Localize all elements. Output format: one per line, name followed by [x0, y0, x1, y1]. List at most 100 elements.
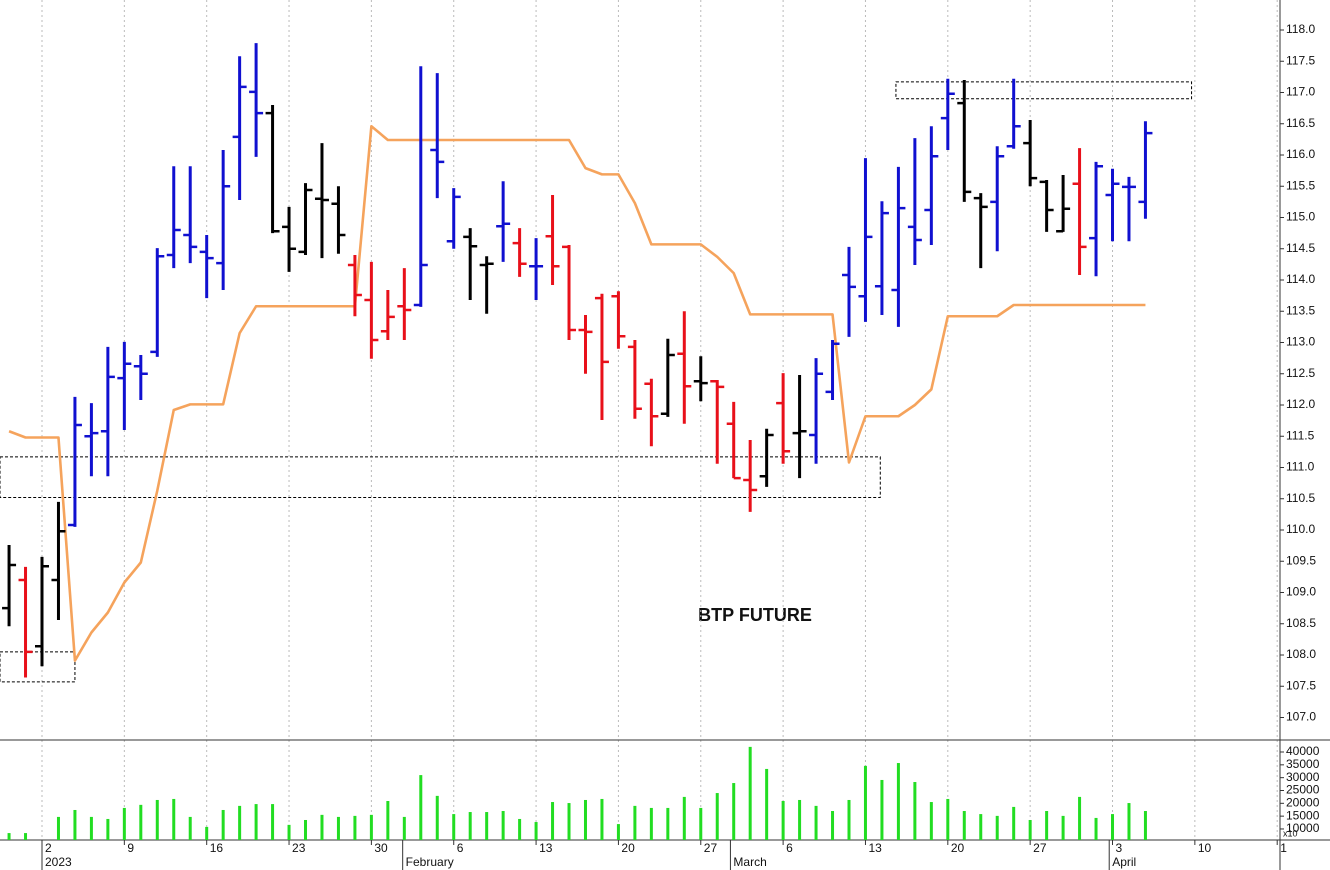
volume-bar: [304, 819, 308, 840]
volume-bar: [172, 798, 176, 840]
volume-bar: [205, 826, 209, 840]
x-tick-label: 30: [374, 841, 388, 855]
volume-bar: [518, 818, 522, 840]
volume-bar: [106, 818, 110, 840]
x-tick-label: 9: [127, 841, 134, 855]
y-tick-label: 109.0: [1286, 585, 1316, 599]
volume-bar: [732, 783, 736, 840]
volume-bar: [402, 816, 406, 840]
volume-bar: [501, 811, 505, 840]
unit-label: x10: [1283, 828, 1298, 838]
month-label: February: [406, 855, 454, 869]
y-tick-label: 108.0: [1286, 647, 1316, 661]
volume-bar: [419, 775, 423, 840]
volume-bar: [551, 802, 555, 840]
volume-bar: [24, 833, 28, 840]
volume-bar: [765, 768, 769, 840]
y-tick-label: 107.5: [1286, 678, 1316, 692]
y-tick-label: 40000: [1286, 744, 1320, 758]
x-tick-label: 16: [210, 841, 224, 855]
volume-bar: [139, 804, 143, 840]
volume-bar: [1045, 811, 1049, 840]
trend-line: [8, 124, 1146, 662]
y-tick-label: 111.5: [1286, 428, 1315, 442]
volume-bar: [979, 814, 983, 840]
volume-bar: [863, 765, 867, 840]
volume-bar: [633, 805, 637, 840]
volume-bar: [452, 814, 456, 840]
volume-bar: [386, 801, 390, 840]
volume-bar: [699, 807, 703, 840]
y-tick-label: 10000: [1286, 821, 1320, 835]
volume-bar: [1078, 796, 1082, 840]
y-tick-label: 20000: [1286, 795, 1320, 809]
volume-bar: [1028, 819, 1032, 840]
x-tick-label: 2: [45, 841, 52, 855]
y-tick-label: 114.0: [1286, 272, 1315, 286]
volume-bar: [485, 812, 489, 840]
y-tick-label: 112.0: [1286, 397, 1315, 411]
volume-bar: [89, 816, 93, 840]
volume-bar: [616, 824, 620, 840]
volume-bar: [1127, 803, 1131, 840]
y-tick-label: 30000: [1286, 770, 1320, 784]
volume-bar: [435, 795, 439, 840]
volume-bar: [946, 798, 950, 840]
x-tick-label: 27: [704, 841, 718, 855]
volume-bar: [1012, 806, 1016, 840]
x-tick-label: 10: [1198, 841, 1212, 855]
volume-bar: [600, 798, 604, 840]
x-tick-label: 27: [1033, 841, 1047, 855]
volume-bar: [666, 807, 670, 840]
volume-bar: [913, 782, 917, 840]
x-tick-label: 13: [868, 841, 882, 855]
volume-bar: [682, 796, 686, 840]
volume-bar: [929, 802, 933, 840]
volume-bar: [798, 799, 802, 840]
volume-bar: [534, 822, 538, 840]
volume-bar: [1094, 817, 1098, 840]
volume-bar: [995, 815, 999, 840]
annotation: BTP FUTURE: [698, 605, 812, 625]
volume-bar: [567, 803, 571, 840]
volume-bar: [238, 805, 242, 840]
volume-bar: [7, 833, 11, 840]
month-label: April: [1112, 855, 1136, 869]
y-tick-label: 35000: [1286, 757, 1320, 771]
volume-bar: [468, 812, 472, 840]
volume-bar: [781, 801, 785, 840]
volume-bar: [880, 779, 884, 840]
volume-bar: [1143, 811, 1147, 840]
x-tick-label: 6: [457, 841, 464, 855]
volume-bar: [73, 809, 77, 840]
volume-bar: [896, 763, 900, 840]
y-tick-label: 118.0: [1286, 22, 1315, 36]
zone-box: [895, 81, 1193, 100]
volume-bar: [814, 805, 818, 840]
volume-bar: [155, 799, 159, 840]
y-tick-label: 115.0: [1286, 210, 1315, 224]
month-label: March: [733, 855, 766, 869]
volume-bar: [353, 815, 357, 840]
volume-bar: [369, 814, 373, 840]
y-tick-label: 108.5: [1286, 616, 1316, 630]
y-tick-label: 116.0: [1286, 147, 1315, 161]
zone-box: [0, 456, 881, 498]
x-tick-label: 6: [786, 841, 793, 855]
volume-bar: [748, 746, 752, 840]
volume-bar: [188, 816, 192, 840]
y-tick-label: 110.5: [1286, 491, 1315, 505]
zone-box: [0, 651, 76, 683]
x-tick-label: 13: [539, 841, 553, 855]
volume-bar: [320, 814, 324, 840]
y-tick-label: 115.5: [1286, 178, 1315, 192]
volume-bar: [271, 804, 275, 840]
volume-bar: [847, 799, 851, 840]
y-tick-label: 117.0: [1286, 85, 1315, 99]
x-tick-label: 23: [292, 841, 306, 855]
volume-bar: [287, 824, 291, 840]
volume-bar: [254, 804, 258, 840]
volume-bar: [715, 793, 719, 840]
y-tick-label: 110.0: [1286, 522, 1315, 536]
